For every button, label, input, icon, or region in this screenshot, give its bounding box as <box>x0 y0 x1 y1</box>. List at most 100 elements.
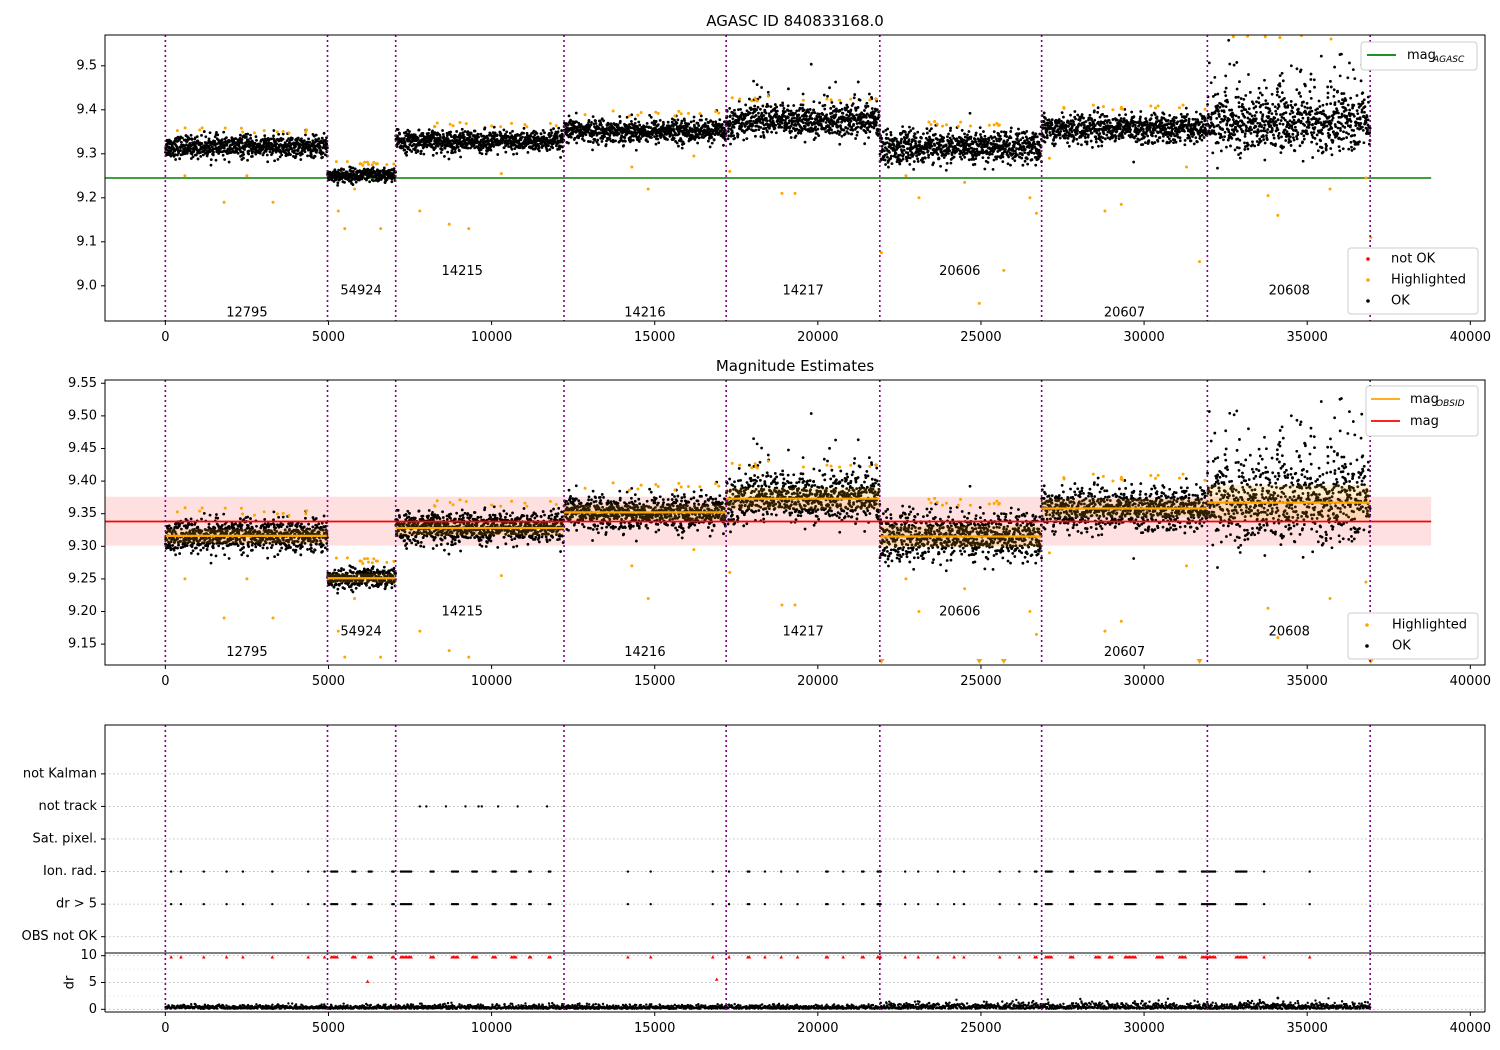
ok-point <box>775 113 779 116</box>
ok-point <box>1069 113 1072 117</box>
ok-point <box>659 136 663 139</box>
ok-point <box>983 134 987 138</box>
ok-point <box>466 146 470 150</box>
ok-point <box>427 131 430 135</box>
ok-point <box>813 111 817 115</box>
ok-point <box>419 149 423 153</box>
ok-point <box>787 87 790 91</box>
ok-point <box>939 143 943 147</box>
ok-point <box>974 157 978 161</box>
ok-point <box>240 138 244 141</box>
ok-point <box>962 138 966 142</box>
ok-point <box>890 162 894 166</box>
ok-point <box>922 151 926 155</box>
ok-point <box>740 124 744 128</box>
ok-point <box>939 164 942 168</box>
ok-point <box>781 104 785 107</box>
ok-point <box>907 153 910 157</box>
ok-point <box>724 131 728 135</box>
ok-point <box>728 114 732 118</box>
ok-point <box>221 153 225 157</box>
ok-point <box>195 135 199 139</box>
ok-point <box>689 120 693 124</box>
ok-point <box>511 129 514 133</box>
ok-point <box>294 145 297 148</box>
ok-point <box>582 139 586 142</box>
ok-point <box>963 132 966 136</box>
ok-point <box>440 148 444 151</box>
ok-point <box>666 138 669 141</box>
ok-point <box>637 140 641 143</box>
ok-point <box>683 119 686 122</box>
ok-point <box>343 180 346 184</box>
ok-point <box>368 180 372 184</box>
ok-point <box>190 137 194 141</box>
ok-point <box>515 152 519 156</box>
ok-point <box>441 132 445 136</box>
ok-point <box>847 132 850 135</box>
ok-point <box>551 146 555 150</box>
ok-point <box>775 105 779 109</box>
ok-point <box>983 167 987 171</box>
ok-point <box>898 145 902 149</box>
ok-point <box>623 139 627 143</box>
ok-point <box>268 150 272 154</box>
ok-point <box>830 101 834 104</box>
ok-point <box>189 133 193 137</box>
ok-point <box>171 151 175 155</box>
ok-point <box>294 155 298 158</box>
ok-point <box>761 104 765 108</box>
ok-point <box>304 133 307 137</box>
ok-point <box>829 106 833 110</box>
ok-point <box>1000 130 1003 134</box>
ok-point <box>1072 123 1076 127</box>
ok-point <box>392 167 396 171</box>
ok-point <box>317 137 321 141</box>
ok-point <box>911 153 915 157</box>
ok-point <box>947 152 950 155</box>
ok-point <box>849 108 853 112</box>
ok-point <box>927 153 930 157</box>
ok-point <box>512 152 515 156</box>
ok-point <box>997 132 1001 136</box>
ok-point <box>403 140 407 144</box>
ok-point <box>851 128 855 132</box>
ok-point <box>421 132 425 135</box>
ok-point <box>199 154 203 158</box>
ok-point <box>794 123 798 127</box>
ok-point <box>1121 136 1125 139</box>
ok-point <box>603 135 606 139</box>
ok-point <box>730 131 734 135</box>
ok-point <box>251 150 255 153</box>
ok-point <box>204 135 208 139</box>
ok-point <box>892 144 896 147</box>
ok-point <box>762 114 766 117</box>
ok-point <box>771 117 774 120</box>
ok-point <box>272 129 276 132</box>
ok-point <box>854 109 858 112</box>
ok-point <box>1006 138 1010 142</box>
ok-point <box>396 128 400 131</box>
ok-point <box>1090 131 1094 135</box>
ok-point <box>272 134 275 138</box>
ok-point <box>926 149 930 153</box>
ok-point <box>458 149 461 153</box>
ok-point <box>692 115 696 119</box>
ok-point <box>900 137 903 141</box>
ok-point <box>907 138 911 142</box>
ok-point <box>931 138 935 142</box>
ok-point <box>180 140 183 144</box>
ok-point <box>1007 155 1010 159</box>
ok-point <box>1021 163 1025 167</box>
ok-point <box>202 130 206 133</box>
ok-point <box>978 126 982 130</box>
ok-point <box>249 144 253 147</box>
ok-point <box>687 122 691 126</box>
ok-point <box>967 130 971 133</box>
ok-point <box>853 116 857 120</box>
ok-point <box>1002 139 1006 143</box>
ok-point <box>766 130 769 134</box>
ok-point <box>812 108 816 112</box>
ok-point <box>285 139 289 143</box>
